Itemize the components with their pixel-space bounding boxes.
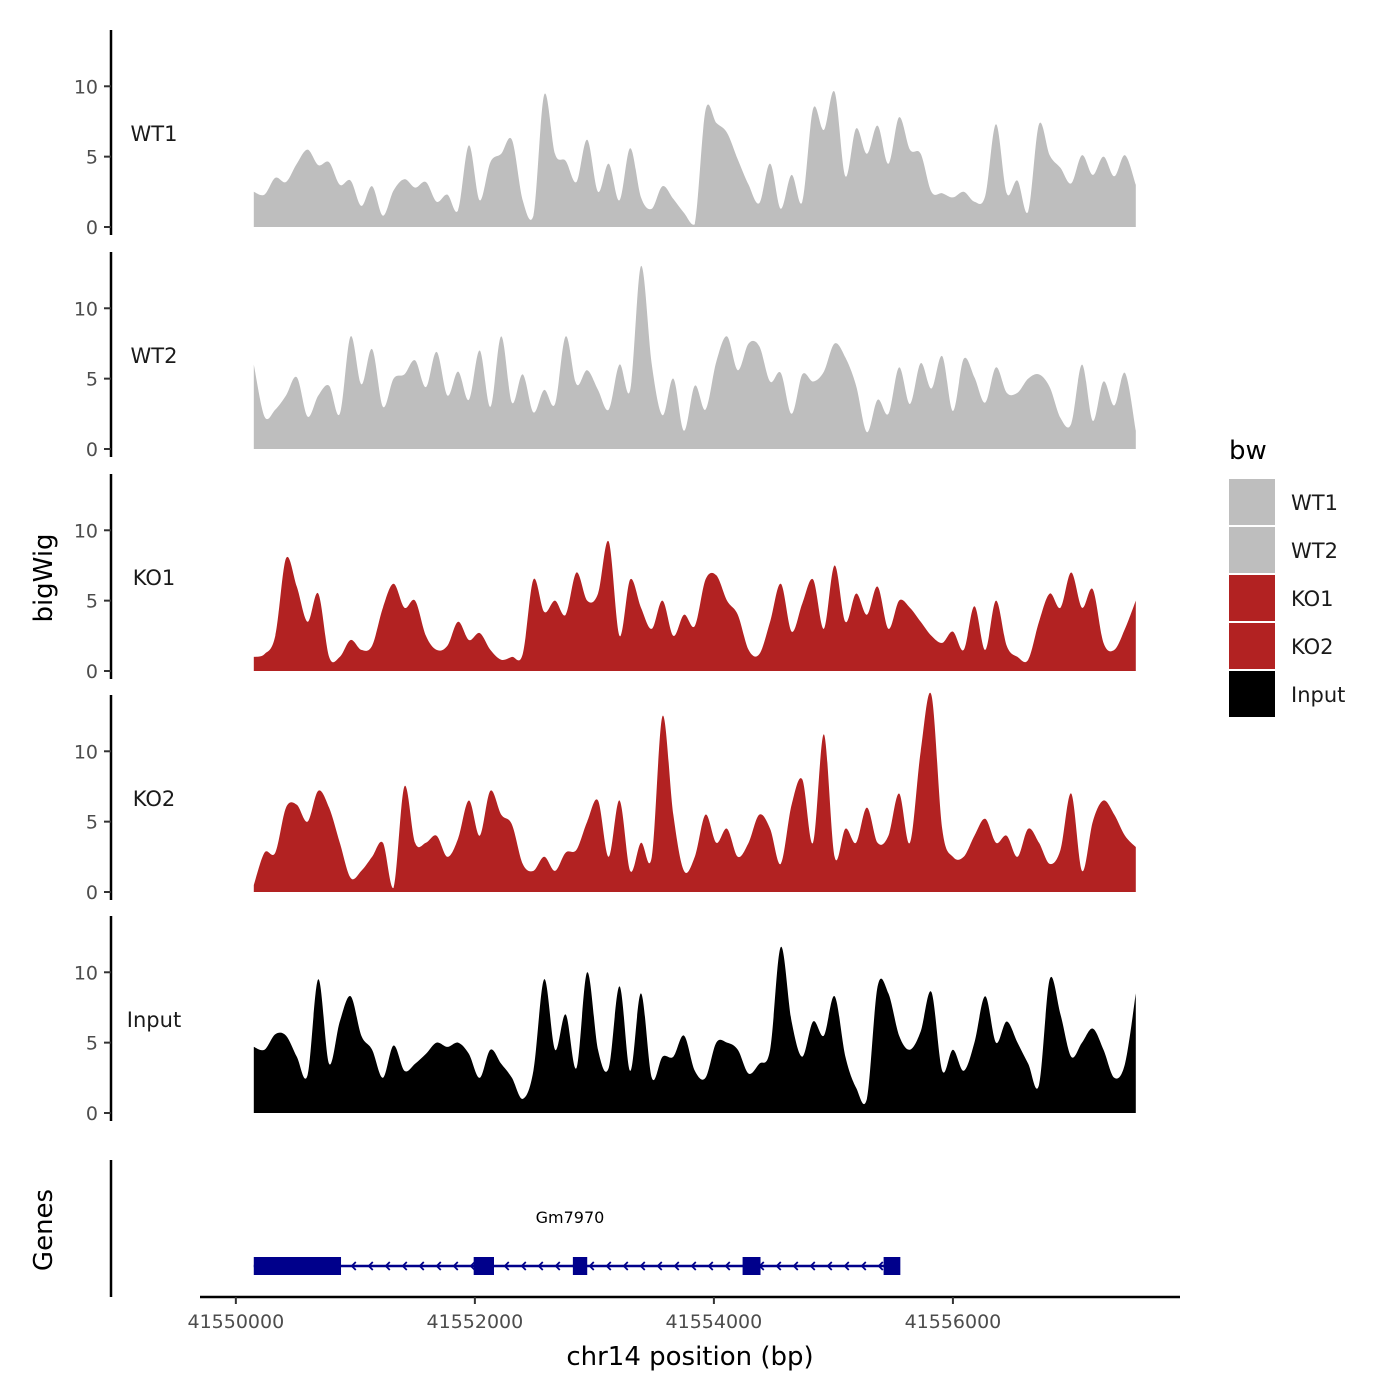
strand-arrow — [775, 1261, 782, 1271]
strand-arrow — [724, 1261, 731, 1271]
y-tick-label: 5 — [86, 147, 98, 169]
strand-arrow — [792, 1261, 799, 1271]
y-tick-label: 10 — [74, 76, 98, 98]
strand-arrow — [877, 1261, 884, 1271]
strand-arrow — [401, 1261, 408, 1271]
strand-arrow — [673, 1261, 680, 1271]
legend-label: Input — [1291, 683, 1345, 707]
genes-axis-title: Genes — [29, 1189, 59, 1271]
legend-item-input: Input — [1229, 671, 1345, 717]
strand-arrow — [707, 1261, 714, 1271]
strand-arrow — [843, 1261, 850, 1271]
legend-label: WT2 — [1291, 539, 1338, 563]
strand-arrow — [826, 1261, 833, 1271]
y-tick-label: 5 — [86, 812, 98, 834]
strand-arrow — [809, 1261, 816, 1271]
y-tick-label: 10 — [74, 298, 98, 320]
legend-label: KO2 — [1291, 635, 1334, 659]
bigwig-tracks: 0 5 10 WT1 0 5 10 WT2 0 5 10 KO1 0 5 10 KO2 0 5 10 Input — [74, 30, 1136, 1125]
strand-arrow — [656, 1261, 663, 1271]
strand-arrow — [520, 1261, 527, 1271]
legend-swatch — [1229, 527, 1275, 573]
y-tick-label: 5 — [86, 1033, 98, 1055]
strand-arrow — [384, 1261, 391, 1271]
strand-arrow — [588, 1261, 595, 1271]
legend-item-ko1: KO1 — [1229, 575, 1334, 621]
legend-label: KO1 — [1291, 587, 1334, 611]
y-tick-label: 10 — [74, 741, 98, 763]
x-axis: 41550000 41552000 41554000 41556000 — [187, 1295, 1180, 1333]
area-wt1 — [253, 90, 1136, 227]
strand-arrow — [537, 1261, 544, 1271]
gene-name-label: Gm7970 — [536, 1208, 605, 1227]
area-input — [253, 946, 1136, 1113]
x-tick-label: 41554000 — [666, 1311, 763, 1333]
strand-arrow — [435, 1261, 442, 1271]
strand-arrow — [469, 1261, 476, 1271]
x-tick-label: 41556000 — [905, 1311, 1002, 1333]
area-wt2 — [253, 265, 1136, 449]
x-axis-title: chr14 position (bp) — [566, 1342, 813, 1372]
y-tick-label: 5 — [86, 369, 98, 391]
track-ko1: 0 5 10 KO1 — [74, 474, 1136, 683]
track-label: WT2 — [131, 344, 178, 368]
strand-arrow — [367, 1261, 374, 1271]
legend-swatch — [1229, 623, 1275, 669]
legend-label: WT1 — [1291, 491, 1338, 515]
legend-title: bw — [1229, 436, 1267, 466]
y-tick-label: 5 — [86, 591, 98, 613]
legend-item-wt2: WT2 — [1229, 527, 1338, 573]
area-ko1 — [253, 540, 1136, 671]
strand-arrow — [639, 1261, 646, 1271]
track-label: KO1 — [133, 566, 176, 590]
strand-arrow — [418, 1261, 425, 1271]
strand-arrow — [452, 1261, 459, 1271]
strand-arrow — [605, 1261, 612, 1271]
track-label: KO2 — [133, 787, 176, 811]
track-wt1: 0 5 10 WT1 — [74, 30, 1136, 239]
strand-arrow — [350, 1261, 357, 1271]
legend: bw WT1 WT2 KO1 KO2 Input — [1229, 436, 1345, 717]
y-tick-label: 0 — [86, 661, 98, 683]
track-input: 0 5 10 Input — [74, 916, 1136, 1125]
track-label: WT1 — [131, 122, 178, 146]
legend-swatch — [1229, 671, 1275, 717]
gene-exon — [742, 1257, 761, 1275]
legend-swatch — [1229, 575, 1275, 621]
strand-arrow — [690, 1261, 697, 1271]
legend-item-ko2: KO2 — [1229, 623, 1334, 669]
track-ko2: 0 5 10 KO2 — [74, 692, 1136, 904]
strand-arrow — [860, 1261, 867, 1271]
track-wt2: 0 5 10 WT2 — [74, 252, 1136, 461]
x-tick-label: 41552000 — [427, 1311, 524, 1333]
strand-arrow — [622, 1261, 629, 1271]
gene-exon — [473, 1257, 494, 1275]
legend-swatch — [1229, 479, 1275, 525]
gene-exon — [253, 1257, 342, 1275]
genes-track: Gm7970 — [109, 1160, 901, 1297]
y-tick-label: 0 — [86, 1103, 98, 1125]
y-tick-label: 0 — [86, 439, 98, 461]
strand-arrow — [554, 1261, 561, 1271]
gene-exon — [572, 1257, 588, 1275]
x-tick-label: 41550000 — [187, 1311, 284, 1333]
gene-exon — [883, 1257, 901, 1275]
track-label: Input — [127, 1008, 181, 1032]
y-tick-label: 0 — [86, 217, 98, 239]
legend-item-wt1: WT1 — [1229, 479, 1338, 525]
y-axis-title: bigWig — [29, 533, 59, 622]
area-ko2 — [253, 692, 1136, 892]
strand-arrow — [503, 1261, 510, 1271]
y-tick-label: 10 — [74, 962, 98, 984]
y-tick-label: 0 — [86, 882, 98, 904]
y-tick-label: 10 — [74, 520, 98, 542]
